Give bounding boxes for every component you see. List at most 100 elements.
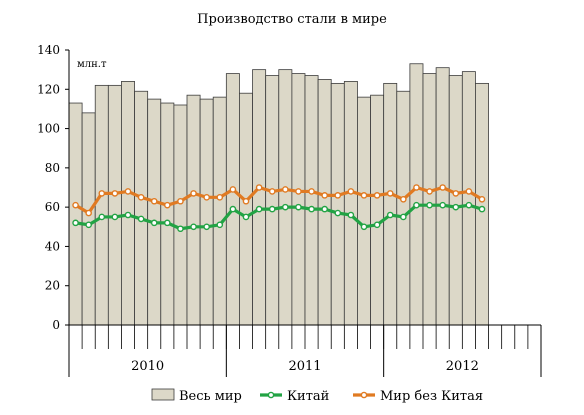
data-point [321,192,328,199]
data-point [124,188,132,195]
bar [212,96,227,326]
bar [343,81,358,326]
data-point [255,184,263,191]
line-series-group [72,184,486,217]
data-point [426,188,433,195]
data-point [216,221,224,229]
data-point [72,201,79,209]
data-point [478,195,486,203]
data-point [137,194,145,201]
bar [68,102,83,326]
data-point [150,219,158,227]
data-point [85,209,92,217]
data-point [216,194,224,201]
data-point [426,201,433,209]
year-label: 2010 [131,359,164,374]
data-point [400,213,407,221]
data-point [439,184,446,191]
data-point [465,201,473,209]
data-point [465,188,473,195]
data-point [386,190,394,197]
data-point [111,213,119,221]
data-point [190,223,197,231]
data-point [164,219,171,227]
data-point [360,223,368,231]
legend: Весь мир Китай Мир без Китая [151,388,483,404]
y-tick-label: 120 [37,82,60,96]
bar [448,75,463,326]
year-label: 2011 [288,359,321,374]
data-point [72,219,79,227]
y-tick-label: 80 [45,161,60,175]
data-point [203,223,210,231]
data-point [373,221,381,229]
data-point [268,188,276,195]
data-point [85,221,92,229]
data-point [177,225,184,233]
line-series-group [72,201,486,233]
bar [357,96,371,326]
bar [409,63,424,326]
bar [239,92,253,326]
bar [278,69,293,326]
unit-label: млн.т [77,59,107,70]
data-point [229,205,237,213]
data-point [98,213,106,221]
data-point [229,186,237,193]
y-tick-label: 20 [45,279,60,293]
data-point [242,197,250,205]
bar [304,75,319,326]
data-point [360,192,368,199]
bar [81,112,96,326]
bar [160,102,175,326]
data-point [334,209,342,217]
bar [173,104,188,326]
legend-label: Мир без Китая [380,389,483,404]
bar [422,73,437,326]
data-point [255,205,263,213]
axes: 0 20 40 60 80 100 120 140 2010 2011 2012 [37,43,542,377]
data-point [413,184,420,191]
bar [252,69,267,326]
bar [134,90,149,326]
bar [186,94,201,326]
data-point [190,190,197,197]
data-point [452,203,460,211]
data-point [373,192,381,199]
legend-label: Китай [287,389,329,404]
data-point [203,194,210,201]
line-series [72,184,486,233]
bar [291,73,306,326]
chart-title: Производство стали в мире [197,12,387,27]
data-point [242,213,250,221]
data-point [347,188,355,195]
bar-series-world [68,63,489,326]
data-point [413,201,420,209]
data-point [282,203,289,211]
data-point [439,201,446,209]
bar [461,71,476,326]
bar [147,98,162,326]
bar [435,67,450,326]
y-tick-label: 140 [37,43,60,57]
data-point [452,190,460,197]
bar [383,82,398,326]
legend-swatch-marker [360,391,368,399]
bar [199,98,214,326]
data-point [282,186,289,193]
bar [396,90,411,326]
bar [94,84,109,326]
data-point [164,201,171,209]
bar [225,73,240,326]
bar [317,79,332,326]
y-tick-label: 40 [45,239,60,253]
data-point [308,205,315,213]
data-point [308,188,315,195]
legend-label: Весь мир [179,389,242,404]
data-point [111,190,119,197]
data-point [268,205,276,213]
bar [370,94,385,326]
data-point [400,195,407,203]
data-point [295,203,302,211]
